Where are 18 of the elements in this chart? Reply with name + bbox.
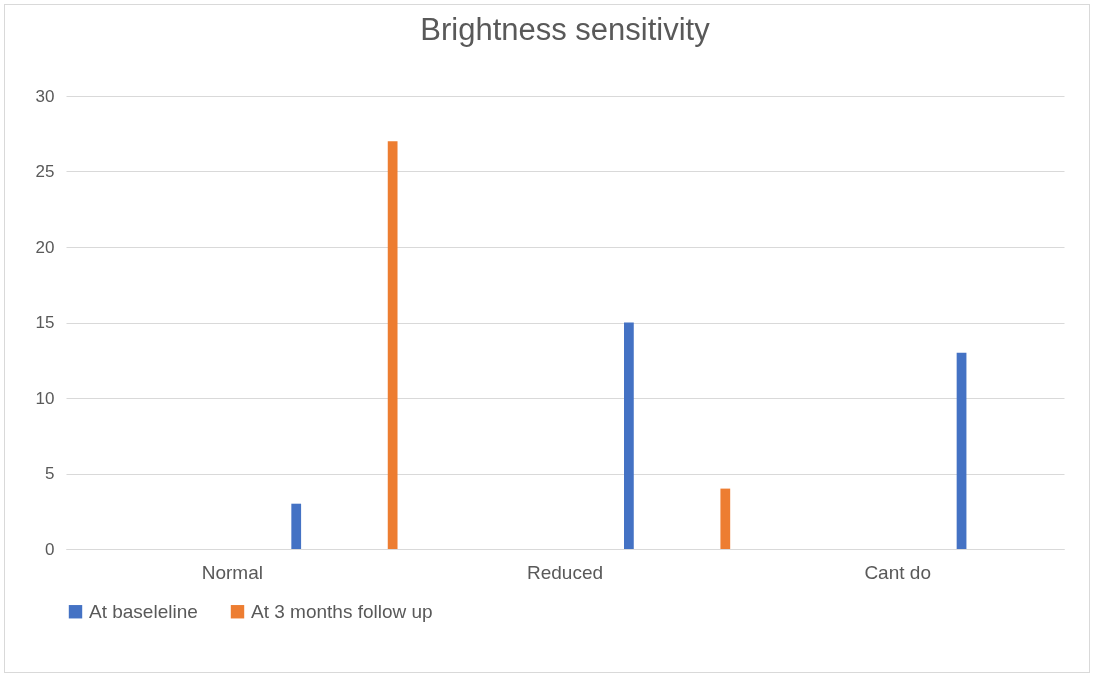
- legend-label: At 3 months follow up: [251, 600, 433, 622]
- y-tick-label: 5: [45, 464, 55, 483]
- chart-title: Brightness sensitivity: [420, 12, 711, 47]
- y-tick-label: 25: [35, 162, 55, 181]
- x-tick-label: Reduced: [526, 561, 604, 583]
- y-tick-label: 20: [35, 237, 55, 257]
- x-tick-label: Normal: [201, 561, 263, 583]
- x-tick-label: Cant do: [864, 561, 931, 583]
- bar: [387, 141, 398, 549]
- y-tick-label: 0: [45, 539, 55, 559]
- legend-label: At baseleline: [89, 600, 198, 622]
- y-tick-label: 30: [35, 86, 55, 106]
- bar: [956, 352, 967, 549]
- bar: [624, 322, 634, 549]
- bar: [291, 503, 302, 549]
- y-tick-label: 10: [35, 388, 55, 408]
- bar: [720, 488, 731, 549]
- y-tick-label: 15: [35, 313, 55, 332]
